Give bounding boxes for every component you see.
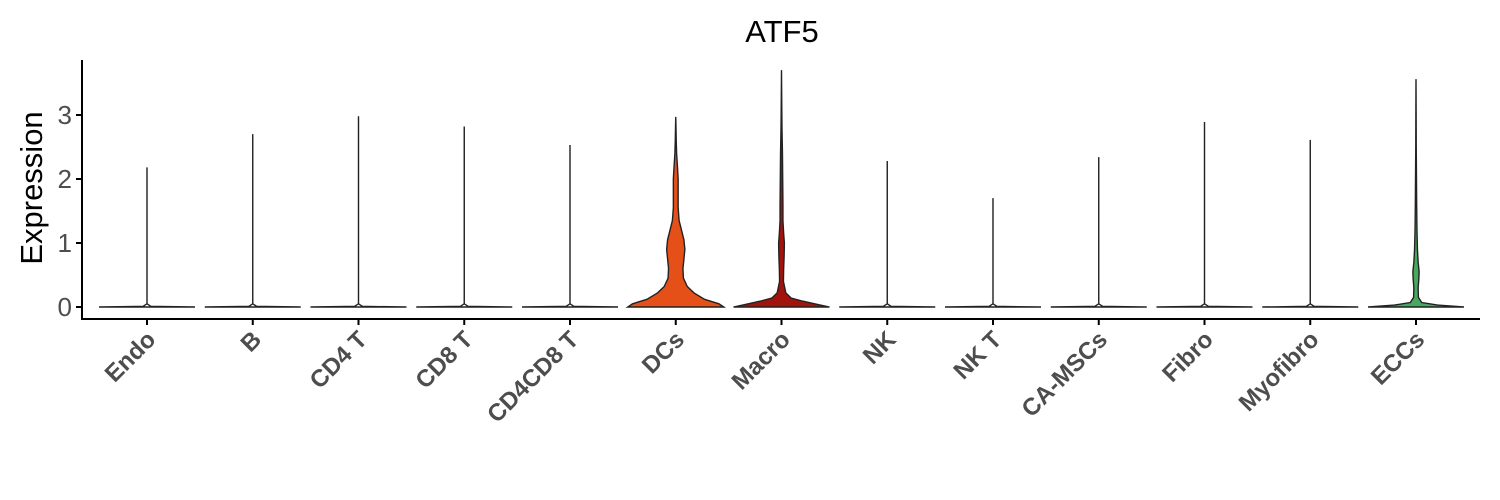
violin-b [204,134,301,308]
violin-endo [98,167,196,308]
x-tick-label: Macro [727,326,796,395]
x-tick-label: B [236,326,267,357]
violin-cd4cd8-t [521,145,619,308]
x-tick-label: DCs [637,326,690,379]
chart-title: ATF5 [745,14,819,49]
violin-fibro [1156,121,1253,308]
x-tick-label: CA-MSCs [1017,326,1113,422]
violin-dcs [625,116,727,308]
x-tick-label: NK T [949,326,1008,385]
x-tick-label: Endo [100,326,162,388]
x-tick-label: ECCs [1366,326,1430,390]
x-tick-label: CD8 T [410,326,478,394]
y-tick-label: 1 [58,228,72,258]
y-axis: 0 1 2 3 [58,60,83,322]
violins-layer [98,70,1465,308]
x-tick-label: CD4CD8 T [482,326,584,428]
violin-ca-mscs [1050,157,1147,308]
x-axis: Endo B CD4 T CD8 T CD4CD8 T DCs Macro NK NK T CA-… [81,318,1480,428]
violin-nk [839,161,936,308]
x-tick-label: CD4 T [305,326,373,394]
x-tick-label: Myofibro [1234,326,1325,417]
violin-cd8-t [416,126,513,308]
y-axis-label: Expression [14,111,49,264]
y-tick-label: 2 [58,164,72,194]
violin-eccs [1367,79,1465,308]
x-tick-label: NK [858,326,902,370]
x-tick-label: Fibro [1157,326,1219,388]
violin-cd4-t [310,116,407,308]
y-tick-label: 3 [58,100,72,130]
violin-myofibro [1262,139,1359,308]
violin-macro [733,70,830,308]
violin-nk-t [944,198,1042,308]
y-tick-label: 0 [58,292,72,322]
